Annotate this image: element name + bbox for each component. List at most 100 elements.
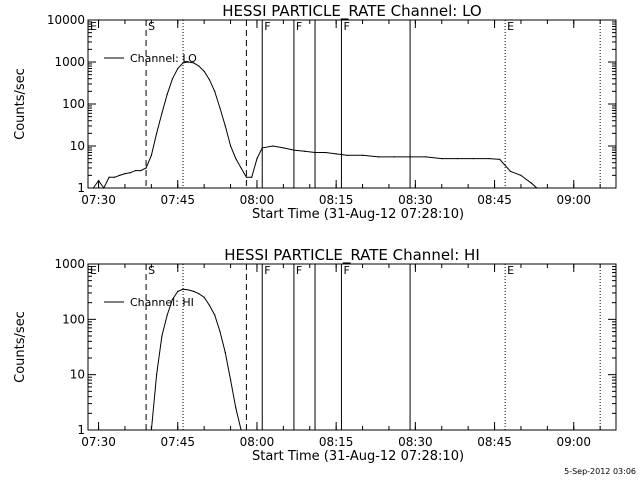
data-point xyxy=(335,153,337,155)
data-point xyxy=(361,154,364,156)
series-line-lo xyxy=(92,61,538,189)
data-point xyxy=(256,158,258,160)
data-point xyxy=(203,70,205,72)
data-point xyxy=(240,167,242,169)
data-point xyxy=(240,429,242,431)
data-point xyxy=(92,187,94,189)
y-tick-label: 1 xyxy=(77,423,85,437)
data-point xyxy=(171,298,174,300)
data-point xyxy=(530,182,533,184)
data-point xyxy=(140,169,142,172)
data-point xyxy=(314,151,316,154)
data-point xyxy=(97,180,100,182)
marker-letter: F xyxy=(296,20,302,33)
marker-letter: F xyxy=(264,20,270,33)
data-point xyxy=(261,147,263,149)
data-point xyxy=(346,154,348,156)
plot-frame xyxy=(87,19,617,189)
data-point xyxy=(182,288,184,290)
y-tick-label: 1000 xyxy=(54,257,85,271)
data-point xyxy=(509,170,511,172)
data-point xyxy=(150,154,152,156)
data-point xyxy=(208,79,211,81)
marker-letter: E xyxy=(90,20,97,33)
y-tick-label: 100 xyxy=(62,97,85,111)
data-point xyxy=(272,145,274,147)
data-point xyxy=(182,62,184,64)
data-point xyxy=(393,156,395,158)
data-point xyxy=(219,107,221,109)
data-point xyxy=(235,158,237,160)
data-point xyxy=(214,90,216,92)
y-tick-label: 1000 xyxy=(54,55,85,69)
data-point xyxy=(472,158,475,160)
data-point xyxy=(198,65,200,67)
data-point xyxy=(103,187,105,189)
data-point xyxy=(129,172,131,174)
data-point xyxy=(203,296,205,298)
data-point xyxy=(235,407,237,409)
data-point xyxy=(224,125,226,127)
footer-timestamp: 5-Sep-2012 03:06 xyxy=(564,467,636,476)
data-point xyxy=(224,352,226,354)
data-point xyxy=(156,132,158,134)
data-point xyxy=(119,174,121,176)
legend-label: Channel: HI xyxy=(130,296,194,309)
marker-letter: S xyxy=(148,20,155,33)
data-point xyxy=(134,169,137,172)
data-point xyxy=(214,314,216,316)
chart-title: HESSI PARTICLE_RATE Channel: HI xyxy=(224,246,480,265)
data-point xyxy=(187,61,189,63)
data-point xyxy=(536,187,538,189)
marker-letter: E xyxy=(507,264,514,277)
y-tick-label: 1 xyxy=(77,181,85,195)
data-point xyxy=(520,174,522,176)
y-tick-label: 10 xyxy=(70,368,85,382)
plot-frame xyxy=(87,263,617,431)
data-point xyxy=(198,293,200,295)
data-point xyxy=(145,167,147,169)
data-point xyxy=(441,158,443,160)
data-point xyxy=(325,151,327,154)
y-tick-label: 100 xyxy=(62,312,85,326)
data-point xyxy=(409,156,411,158)
x-tick-label: 08:15 xyxy=(319,435,354,449)
marker-letter: F xyxy=(296,264,302,277)
data-point xyxy=(457,158,459,160)
marker-letter: E xyxy=(507,20,514,33)
data-point xyxy=(525,178,527,181)
data-point xyxy=(108,176,110,178)
data-point xyxy=(229,379,232,381)
data-point xyxy=(303,150,306,152)
legend-label: Channel: LO xyxy=(130,52,197,65)
x-axis-label: Start Time (31-Aug-12 07:28:10) xyxy=(252,207,464,222)
data-point xyxy=(161,112,163,114)
data-point xyxy=(425,156,427,158)
x-tick-label: 09:00 xyxy=(556,435,591,449)
data-point xyxy=(187,289,189,291)
chart-panel-lo: HESSI PARTICLE_RATE Channel: LO E S F F F E 1 10… xyxy=(13,2,617,222)
marker-letter: F xyxy=(343,20,349,33)
data-point xyxy=(171,78,174,80)
x-tick-label: 07:30 xyxy=(81,193,116,207)
marker-letter: F xyxy=(343,264,349,277)
series-line-hi xyxy=(150,288,242,431)
x-tick-label: 07:45 xyxy=(160,193,195,207)
marker-letter: E xyxy=(90,264,97,277)
data-point xyxy=(377,156,379,158)
data-point xyxy=(193,290,195,292)
data-point xyxy=(245,176,247,178)
x-tick-label: 08:00 xyxy=(240,193,275,207)
marker-letter: F xyxy=(264,264,270,277)
y-tick-label: 10000 xyxy=(47,13,85,27)
y-axis-label: Counts/sec xyxy=(13,68,28,140)
data-point xyxy=(293,149,295,151)
data-point xyxy=(208,304,211,306)
data-point xyxy=(488,158,490,160)
data-point xyxy=(219,331,221,333)
data-point xyxy=(177,67,179,70)
x-tick-label: 08:15 xyxy=(319,193,354,207)
data-point xyxy=(166,93,168,95)
data-point xyxy=(166,314,168,316)
